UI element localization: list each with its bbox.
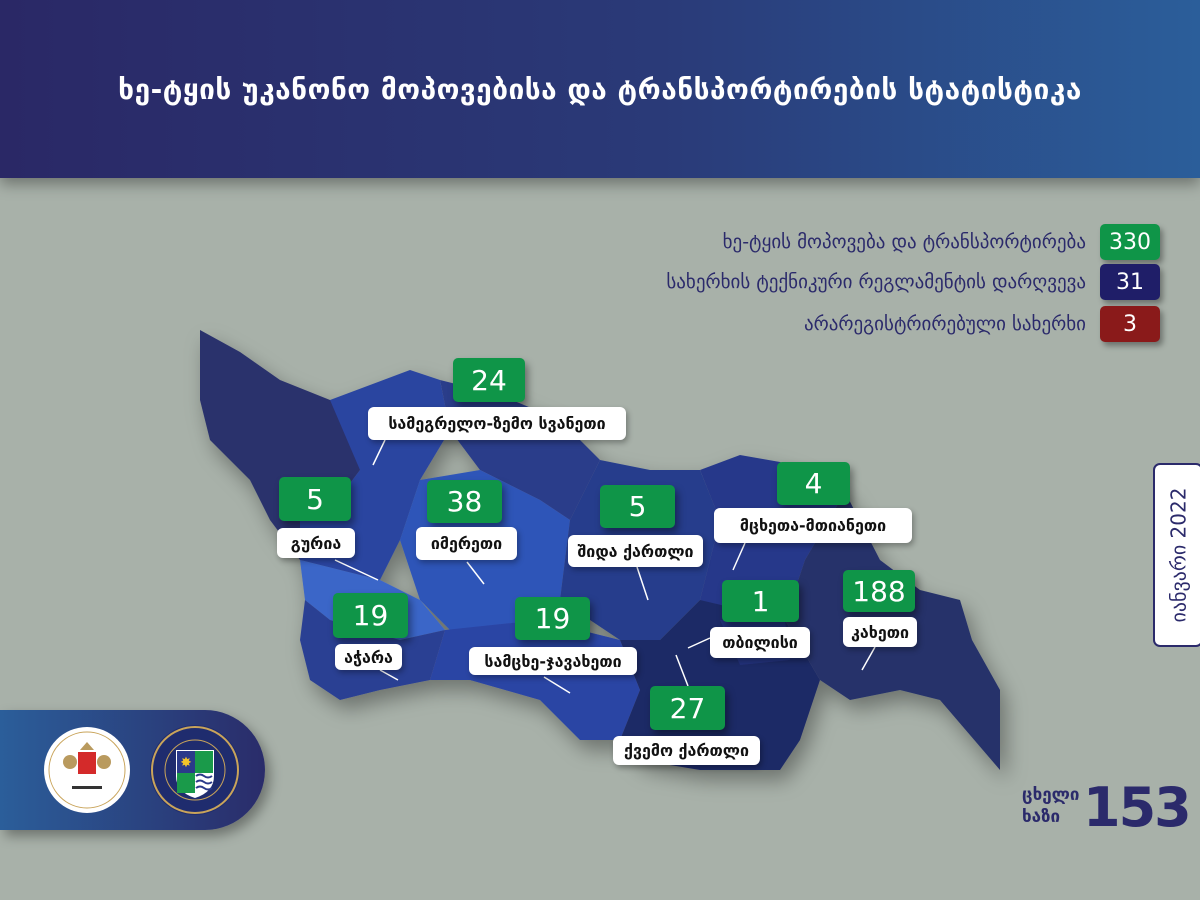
region-label-samtskhe: სამცხე-ჯავახეთი: [469, 647, 637, 675]
page-title: ხე-ტყის უკანონო მოპოვებისა და ტრანსპორტი…: [118, 72, 1082, 106]
region-label-mtskheta: მცხეთა-მთიანეთი: [714, 508, 912, 543]
forest-agency-logo: ✸: [150, 725, 240, 815]
ministry-logo: [44, 727, 130, 813]
region-value-tbilisi: 1: [722, 580, 799, 622]
region-value-adjara: 19: [333, 593, 408, 638]
leader-line: [372, 439, 386, 466]
legend-value-badge: 330: [1100, 224, 1160, 260]
region-label-imereti: იმერეთი: [416, 527, 517, 560]
region-value-imereti: 38: [427, 480, 502, 523]
hotline-label-line1: ცხელი: [1022, 785, 1080, 805]
leader-line: [543, 676, 571, 694]
leader-line: [861, 646, 876, 671]
leader-line: [675, 654, 689, 687]
region-label-guria: გურია: [277, 528, 355, 558]
region-value-shida-kartli: 5: [600, 485, 675, 528]
leader-line: [687, 637, 711, 649]
region-label-shida-kartli: შიდა ქართლი: [568, 535, 703, 567]
legend-value-badge: 31: [1100, 264, 1160, 300]
hotline-number: 153: [1083, 776, 1192, 839]
region-label-tbilisi: თბილისი: [710, 627, 810, 658]
region-value-kvemo-kartli: 27: [650, 686, 725, 730]
legend-value-badge: 3: [1100, 306, 1160, 342]
legend-item-logging: ხე-ტყის მოპოვება და ტრანსპორტირება 330: [723, 224, 1160, 260]
legend-label: არარეგისტრირებული სახერხი: [803, 313, 1086, 335]
region-value-guria: 5: [279, 477, 351, 521]
hotline-label: ცხელი ხაზი: [1022, 784, 1080, 828]
logos: ✸: [44, 725, 240, 815]
leader-line: [334, 559, 379, 581]
region-value-samtskhe: 19: [515, 597, 590, 640]
region-value-mtskheta: 4: [777, 462, 850, 505]
region-label-kvemo-kartli: ქვემო ქართლი: [613, 736, 760, 765]
region-label-adjara: აჭარა: [335, 644, 402, 670]
legend-item-unregistered-sawmill: არარეგისტრირებული სახერხი 3: [804, 306, 1160, 342]
hotline-label-line2: ხაზი: [1022, 807, 1061, 827]
region-value-kakheti: 188: [843, 570, 915, 612]
region-label-samegrelo: სამეგრელო-ზემო სვანეთი: [368, 407, 626, 440]
region-label-kakheti: კახეთი: [843, 617, 917, 647]
region-value-samegrelo: 24: [453, 358, 525, 402]
legend-item-sawmill-violation: სახერხის ტექნიკური რეგლამენტის დარღვევა …: [666, 264, 1160, 300]
date-badge: იანვარი 2022: [1153, 463, 1200, 647]
header-banner: ხე-ტყის უკანონო მოპოვებისა და ტრანსპორტი…: [0, 0, 1200, 178]
logos-panel: ✸: [0, 710, 265, 830]
leader-line: [466, 561, 485, 585]
legend-label: ხე-ტყის მოპოვება და ტრანსპორტირება: [722, 231, 1086, 253]
date-text: იანვარი 2022: [1166, 487, 1190, 623]
leader-lines: [334, 439, 876, 694]
leader-line: [732, 542, 746, 571]
leader-line: [379, 669, 399, 681]
leader-line: [636, 566, 649, 601]
svg-text:✸: ✸: [180, 755, 192, 771]
legend-label: სახერხის ტექნიკური რეგლამენტის დარღვევა: [666, 271, 1086, 293]
